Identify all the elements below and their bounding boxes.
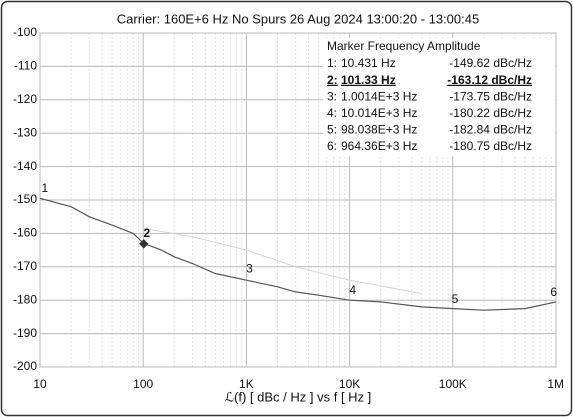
marker-table-header: Marker Frequency Amplitude (327, 39, 481, 53)
marker-amplitude: -180.22 dBc/Hz (449, 106, 532, 120)
y-tick-label: -190 (13, 326, 37, 340)
x-tick-label: 10K (339, 377, 360, 391)
x-tick-label: 1M (547, 377, 564, 391)
marker-label: 6 (550, 285, 557, 299)
marker-label: 5 (452, 292, 459, 306)
marker-label: 2 (143, 226, 150, 240)
x-tick-label: 10 (33, 377, 47, 391)
trace (39, 197, 557, 311)
marker-frequency: 98.038E+3 Hz (341, 123, 417, 137)
marker-frequency: 101.33 Hz (341, 73, 396, 87)
marker-frequency: 1.0014E+3 Hz (341, 89, 417, 103)
y-tick-label: -180 (13, 292, 37, 306)
x-tick-label: 100K (439, 377, 467, 391)
marker-row-label: 4: (327, 106, 337, 120)
marker (139, 239, 149, 249)
chart-title: Carrier: 160E+6 Hz No Spurs 26 Aug 2024 … (117, 11, 479, 26)
marker-row-label: 1: (327, 56, 337, 70)
marker-amplitude: -163.12 dBc/Hz (447, 73, 532, 87)
y-tick-label: -150 (13, 192, 37, 206)
y-tick-label: -130 (13, 125, 37, 139)
marker-amplitude: -149.62 dBc/Hz (449, 56, 532, 70)
x-tick-label: 100 (133, 377, 153, 391)
marker-row-label: 5: (327, 123, 337, 137)
y-tick-label: -160 (13, 226, 37, 240)
marker-label: 4 (349, 283, 356, 297)
marker-amplitude: -180.75 dBc/Hz (449, 139, 532, 153)
y-tick-label: -140 (13, 159, 37, 173)
marker-frequency: 964.36E+3 Hz (341, 139, 417, 153)
marker-row-label: 6: (327, 139, 337, 153)
marker-label: 3 (246, 261, 253, 275)
marker-amplitude: -182.84 dBc/Hz (449, 123, 532, 137)
trace (143, 227, 422, 294)
marker-amplitude: -173.75 dBc/Hz (449, 89, 532, 103)
marker-table-bg (323, 38, 555, 156)
marker-row-label: 2: (327, 73, 338, 87)
marker-frequency: 10.431 Hz (341, 56, 396, 70)
x-tick-label: 1K (239, 377, 254, 391)
marker-frequency: 10.014E+3 Hz (341, 106, 417, 120)
y-tick-label: -110 (14, 59, 37, 73)
y-tick-label: -120 (13, 92, 37, 106)
marker-row-label: 3: (327, 89, 337, 103)
y-tick-label: -200 (13, 359, 37, 373)
y-tick-label: -170 (13, 259, 37, 273)
y-tick-label: -100 (13, 25, 37, 39)
marker-label: 1 (42, 181, 49, 195)
x-axis-label: ℒ(f) [ dBc / Hz ] vs f [ Hz ] (225, 389, 372, 404)
